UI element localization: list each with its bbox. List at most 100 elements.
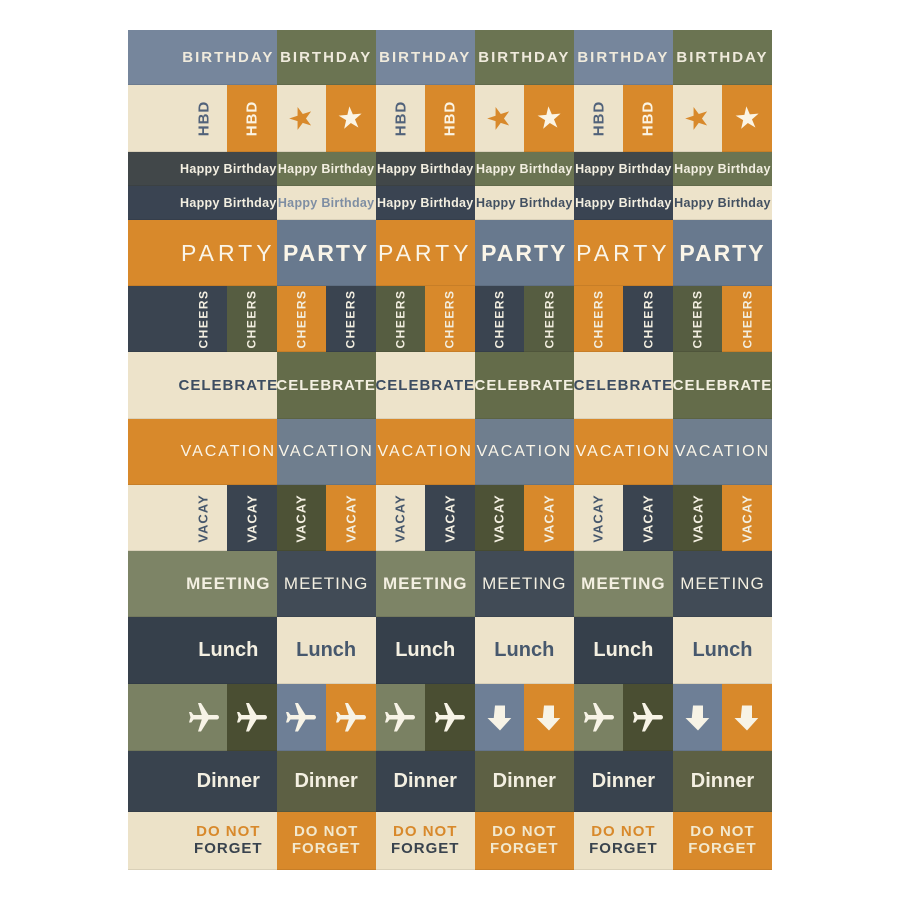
- sticker-vacation: VACATION: [474, 419, 574, 485]
- sticker-label-vertical: CHEERS: [591, 289, 606, 349]
- sticker-star: ★: [672, 85, 723, 152]
- sticker-plane: [128, 684, 228, 751]
- sticker-label-vertical: HBD: [639, 100, 657, 137]
- sticker-label-vertical: HBD: [441, 100, 459, 137]
- sticker-vacay: VACAY: [474, 485, 525, 551]
- sticker-vacay: VACAY: [326, 485, 376, 551]
- sticker-label: Dinner: [294, 770, 358, 792]
- sticker-label-two-line: DO NOT FORGET: [292, 823, 361, 858]
- star-icon: ★: [732, 100, 763, 136]
- sticker-label-two-line: DO NOT FORGET: [688, 823, 757, 858]
- sticker-row-dinner: Dinner Dinner Dinner Dinner Dinner Dinner: [128, 751, 772, 812]
- sticker-label-vertical: VACAY: [293, 493, 309, 543]
- sticker-happy-birthday: Happy Birthday: [128, 152, 277, 186]
- sticker-vacay: VACAY: [524, 485, 574, 551]
- sticker-label-vertical: CHEERS: [442, 289, 457, 349]
- sticker-vacay: VACAY: [128, 485, 228, 551]
- sticker-line-2: FORGET: [194, 840, 263, 857]
- sticker-label: BIRTHDAY: [182, 49, 275, 66]
- sticker-label-vertical: CHEERS: [294, 289, 309, 349]
- star-icon: ★: [679, 98, 716, 138]
- sticker-party: PARTY: [375, 220, 475, 286]
- sticker-label: CELEBRATE: [573, 377, 673, 394]
- sticker-line-1: DO NOT: [393, 823, 458, 841]
- sticker-label-vertical: CHEERS: [542, 289, 557, 349]
- sticker-arrow-down: [474, 684, 525, 751]
- sticker-birthday: BIRTHDAY: [672, 30, 772, 85]
- sticker-meeting: MEETING: [672, 551, 772, 617]
- sticker-label-vertical: CHEERS: [393, 289, 408, 349]
- sticker-vacation: VACATION: [375, 419, 475, 485]
- sticker-do-not-forget: DO NOT FORGET: [573, 812, 673, 870]
- sticker-celebrate: CELEBRATE: [573, 352, 673, 419]
- sticker-label: Happy Birthday: [180, 162, 277, 176]
- sticker-celebrate: CELEBRATE: [128, 352, 277, 419]
- sticker-label: VACATION: [377, 443, 473, 460]
- sticker-label-vertical: CHEERS: [641, 289, 656, 349]
- sticker-line-2: FORGET: [688, 840, 757, 857]
- sticker-label: BIRTHDAY: [280, 49, 373, 66]
- plane-icon: [432, 700, 468, 736]
- sticker-vacation: VACATION: [128, 419, 277, 485]
- sticker-label: PARTY: [283, 239, 370, 266]
- sticker-label-vertical: VACAY: [640, 493, 656, 543]
- sticker-plane: [425, 684, 475, 751]
- sticker-happy-birthday: Happy Birthday: [573, 186, 673, 220]
- arrow-down-icon: [683, 703, 713, 733]
- sticker-label-vertical: VACAY: [442, 493, 458, 543]
- sticker-do-not-forget: DO NOT FORGET: [128, 812, 277, 870]
- sticker-party: PARTY: [672, 220, 772, 286]
- sticker-label: CELEBRATE: [276, 377, 376, 394]
- sticker-do-not-forget: DO NOT FORGET: [276, 812, 376, 870]
- sticker-star: ★: [722, 85, 772, 152]
- sticker-lunch: Lunch: [573, 617, 673, 684]
- sticker-plane: [573, 684, 624, 751]
- sticker-vacation: VACATION: [573, 419, 673, 485]
- sticker-vacay: VACAY: [227, 485, 277, 551]
- sticker-label: CELEBRATE: [375, 377, 475, 394]
- plane-icon: [283, 700, 319, 736]
- arrow-down-icon: [732, 703, 762, 733]
- sticker-meeting: MEETING: [474, 551, 574, 617]
- sticker-row-hbd-star: HBD HBD ★ ★ HBD HBD ★ ★ HBD HBD ★ ★: [128, 85, 772, 152]
- sticker-celebrate: CELEBRATE: [672, 352, 772, 419]
- sticker-label: Happy Birthday: [476, 196, 573, 210]
- sticker-label-vertical: HBD: [243, 100, 261, 137]
- sticker-meeting: MEETING: [128, 551, 277, 617]
- sticker-label: Happy Birthday: [476, 162, 573, 176]
- sticker-label-vertical: CHEERS: [492, 289, 507, 349]
- sticker-vacation: VACATION: [276, 419, 376, 485]
- sticker-label-vertical: VACAY: [591, 493, 607, 543]
- sticker-vacay: VACAY: [375, 485, 426, 551]
- sticker-do-not-forget: DO NOT FORGET: [474, 812, 574, 870]
- sticker-line-1: DO NOT: [690, 823, 755, 841]
- sticker-cheers: CHEERS: [425, 286, 475, 352]
- plane-icon: [382, 700, 418, 736]
- sticker-label: PARTY: [679, 239, 766, 266]
- sticker-star: ★: [326, 85, 376, 152]
- sticker-plane: [227, 684, 277, 751]
- sticker-label: Dinner: [690, 770, 755, 792]
- sticker-label-vertical: VACAY: [392, 493, 408, 543]
- sticker-cheers: CHEERS: [722, 286, 772, 352]
- sticker-label-vertical: HBD: [590, 100, 608, 137]
- sticker-line-2: FORGET: [589, 840, 658, 857]
- sticker-happy-birthday: Happy Birthday: [276, 186, 376, 220]
- sticker-label-vertical: VACAY: [690, 493, 706, 543]
- sticker-label: PARTY: [377, 239, 473, 266]
- sticker-row-lunch: Lunch Lunch Lunch Lunch Lunch Lunch: [128, 617, 772, 684]
- sticker-row-celebrate: CELEBRATE CELEBRATE CELEBRATE CELEBRATE CELE…: [128, 352, 772, 419]
- sticker-label: VACATION: [476, 443, 573, 460]
- sticker-birthday: BIRTHDAY: [474, 30, 574, 85]
- sticker-label: CELEBRATE: [474, 377, 574, 394]
- sticker-label-vertical: VACAY: [739, 493, 755, 543]
- sticker-cheers: CHEERS: [128, 286, 228, 352]
- sticker-dinner: Dinner: [474, 751, 574, 812]
- sticker-lunch: Lunch: [672, 617, 772, 684]
- sticker-label: Dinner: [492, 770, 556, 792]
- sticker-meeting: MEETING: [573, 551, 673, 617]
- sticker-row-travel: [128, 684, 772, 751]
- sticker-cheers: CHEERS: [276, 286, 327, 352]
- sticker-label: Happy Birthday: [180, 196, 277, 210]
- sticker-label-vertical: VACAY: [492, 493, 508, 543]
